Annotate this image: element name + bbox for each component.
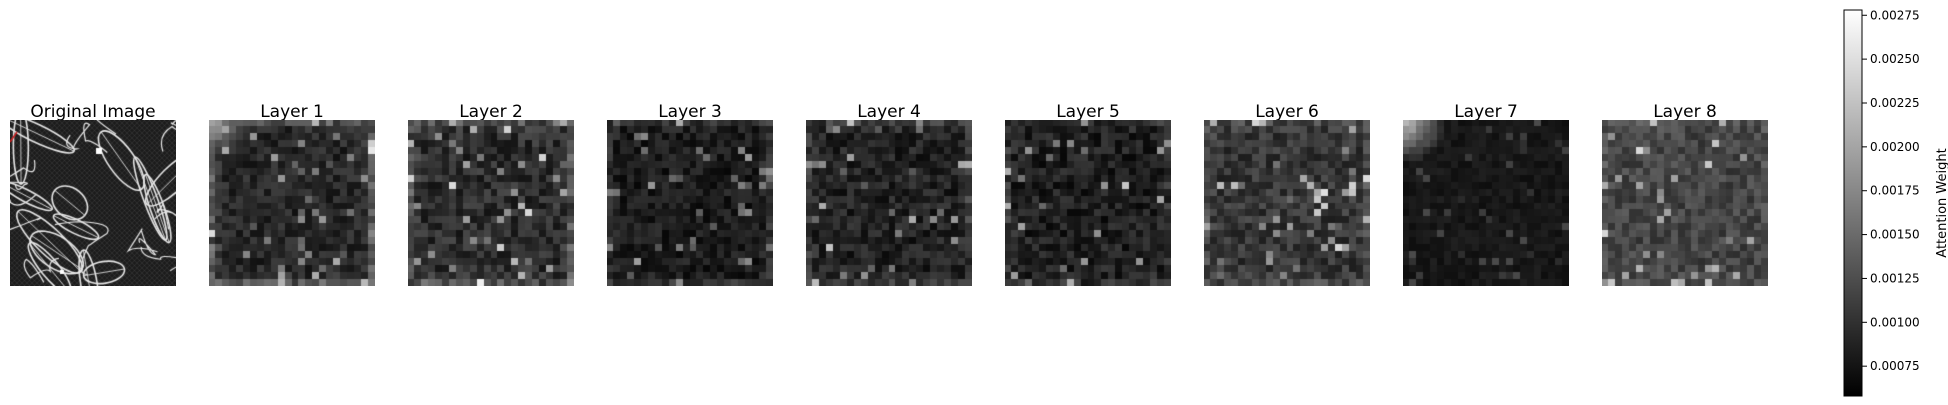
panel-title: Layer 8	[1653, 102, 1717, 122]
colorbar-tick-label: 0.00100	[1870, 315, 1920, 329]
colorbar-tick-label: 0.00250	[1870, 52, 1920, 66]
colorbar-ticks: 0.00075 0.00100 0.00125 0.00150 0.00175 0.002…	[1862, 8, 1920, 373]
original-image	[10, 120, 176, 286]
panel-title: Layer 6	[1255, 102, 1319, 122]
colorbar: 0.00075 0.00100 0.00125 0.00150 0.00175 0.002…	[1843, 8, 1948, 397]
colorbar-gradient	[1843, 9, 1863, 397]
panel-title: Layer 7	[1454, 102, 1518, 122]
attention-map-layer-1	[209, 120, 375, 286]
attention-map-layer-8	[1602, 120, 1768, 286]
panel-title: Layer 5	[1056, 102, 1120, 122]
colorbar-tick-label: 0.00125	[1870, 271, 1920, 285]
colorbar-tick-label: 0.00225	[1870, 96, 1920, 110]
panel-title: Layer 3	[658, 102, 722, 122]
panel-title: Layer 2	[459, 102, 523, 122]
attention-map-layer-6	[1204, 120, 1370, 286]
colorbar-tick-label: 0.00075	[1870, 359, 1920, 373]
colorbar-tick-label: 0.00275	[1870, 8, 1920, 22]
attention-map-layer-5	[1005, 120, 1171, 286]
panel-title: Layer 1	[260, 102, 324, 122]
colorbar-tick-label: 0.00200	[1870, 140, 1920, 154]
colorbar-tick-label: 0.00175	[1870, 184, 1920, 198]
colorbar-tick-label: 0.00150	[1870, 228, 1920, 242]
panel-title: Layer 4	[857, 102, 921, 122]
attention-map-layer-7	[1403, 120, 1569, 286]
attention-map-layer-4	[806, 120, 972, 286]
attention-map-layer-2	[408, 120, 574, 286]
panel-title: Original Image	[30, 102, 156, 122]
attention-map-layer-3	[607, 120, 773, 286]
colorbar-label: Attention Weight	[1935, 148, 1948, 257]
